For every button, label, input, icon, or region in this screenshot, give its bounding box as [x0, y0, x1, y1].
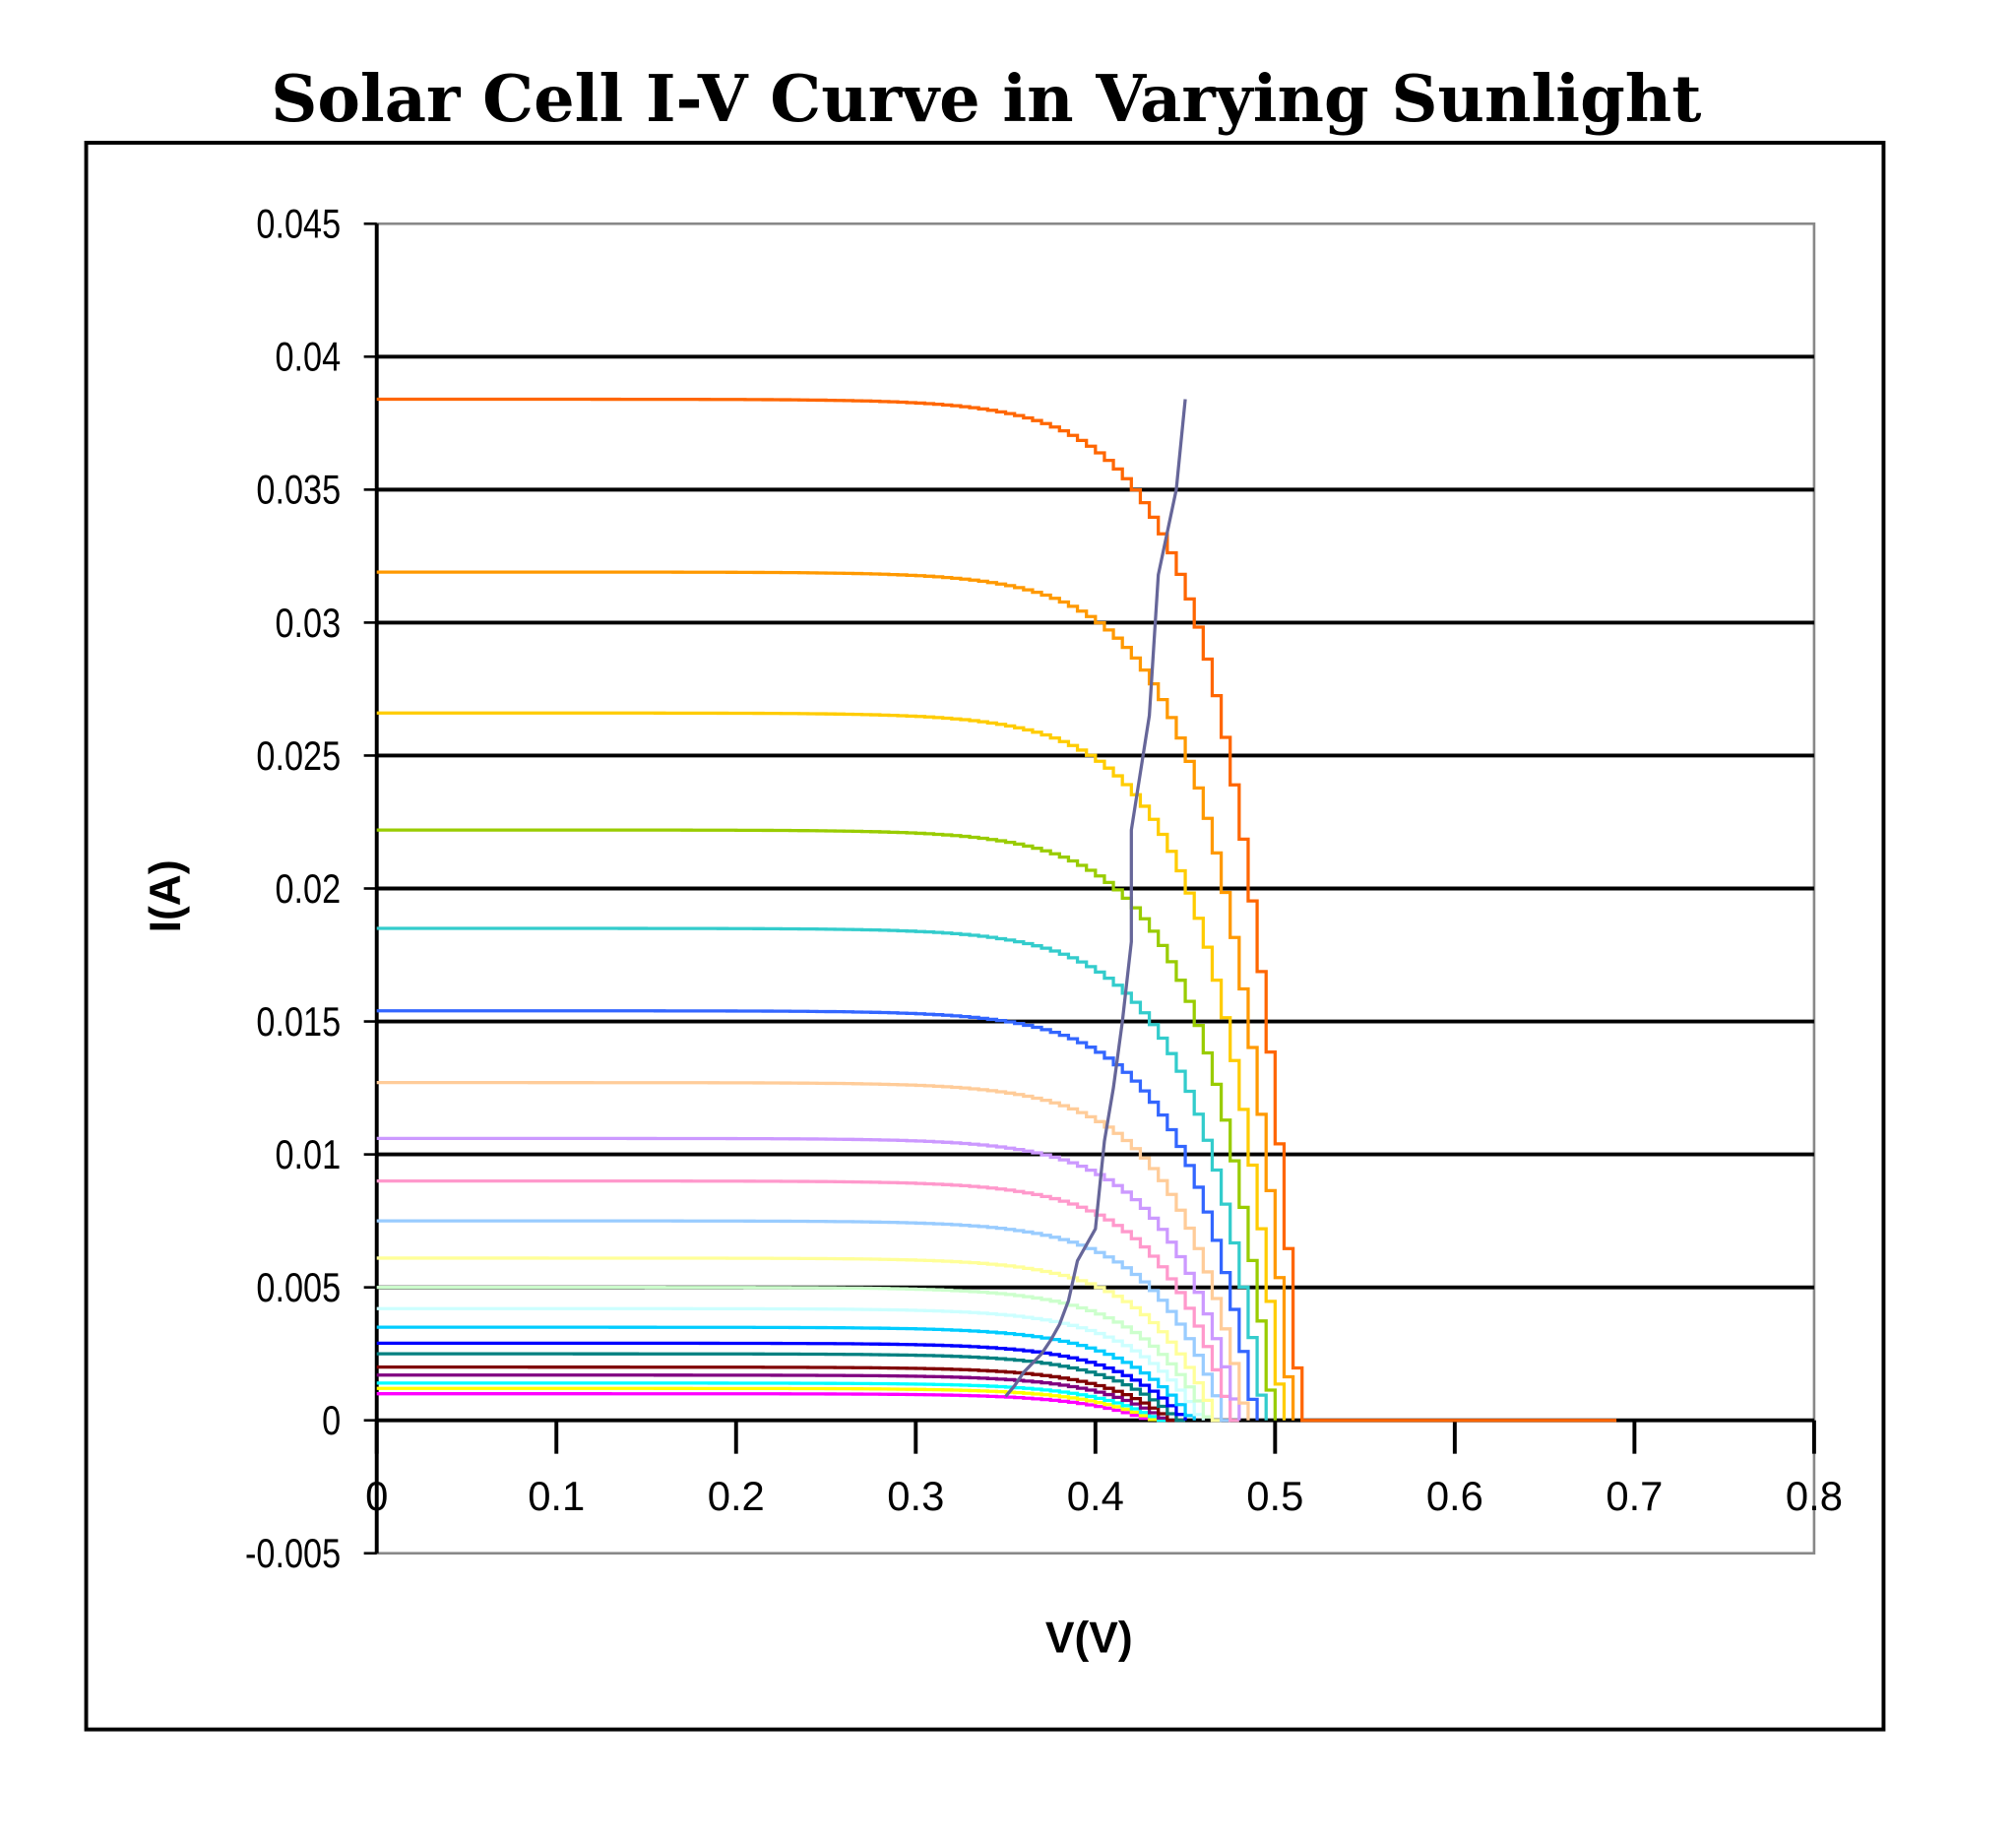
x-tick-label: 0.5	[1246, 1473, 1303, 1519]
x-tick-label: 0.3	[887, 1473, 944, 1519]
iv-curve	[376, 1081, 1250, 1421]
iv-curve	[376, 1386, 1161, 1422]
y-tick-label: 0.02	[275, 866, 341, 913]
y-tick-label: 0.015	[256, 999, 341, 1046]
y-tick-label: 0.03	[275, 601, 341, 647]
max-power-line	[1004, 399, 1187, 1398]
iv-curve	[376, 1365, 1176, 1423]
iv-curve	[376, 397, 1617, 1423]
iv-curve	[376, 1373, 1169, 1421]
iv-curve	[376, 570, 1295, 1421]
y-tick-label: -0.005	[245, 1531, 341, 1577]
iv-curve	[376, 1178, 1239, 1423]
iv-curve	[376, 1009, 1259, 1421]
iv-curve	[376, 1352, 1186, 1423]
iv-curve	[376, 1286, 1215, 1421]
x-axis-label: V(V)	[1045, 1614, 1133, 1662]
iv-curve	[376, 1256, 1222, 1423]
iv-curve	[376, 1381, 1167, 1423]
iv-curve	[376, 1341, 1187, 1421]
y-axis-label: I(A)	[142, 859, 190, 932]
iv-curve	[376, 1219, 1230, 1423]
y-tick-label: 0.045	[256, 201, 341, 247]
iv-curve	[376, 1392, 1152, 1421]
y-tick-label: 0.025	[256, 733, 341, 780]
x-tick-label: 0.1	[528, 1473, 585, 1519]
x-tick-label: 0.6	[1426, 1473, 1483, 1519]
x-tick-label: 0.4	[1067, 1473, 1124, 1519]
y-tick-label: 0.005	[256, 1265, 341, 1311]
x-tick-label: 0.8	[1786, 1473, 1843, 1519]
y-tick-label: 0.04	[275, 334, 341, 380]
y-tick-label: 0.035	[256, 468, 341, 514]
iv-curve	[376, 1306, 1205, 1421]
x-tick-label: 0.2	[708, 1473, 765, 1519]
y-tick-label: 0.01	[275, 1132, 341, 1178]
iv-curve	[376, 1325, 1196, 1421]
chart-title: Solar Cell I-V Curve in Varying Sunlight	[271, 62, 1701, 137]
x-tick-label: 0	[365, 1473, 388, 1519]
iv-curve	[376, 711, 1287, 1421]
x-tick-label: 0.7	[1606, 1473, 1663, 1519]
y-tick-label: 0	[322, 1398, 341, 1444]
iv-curve	[376, 1136, 1241, 1421]
